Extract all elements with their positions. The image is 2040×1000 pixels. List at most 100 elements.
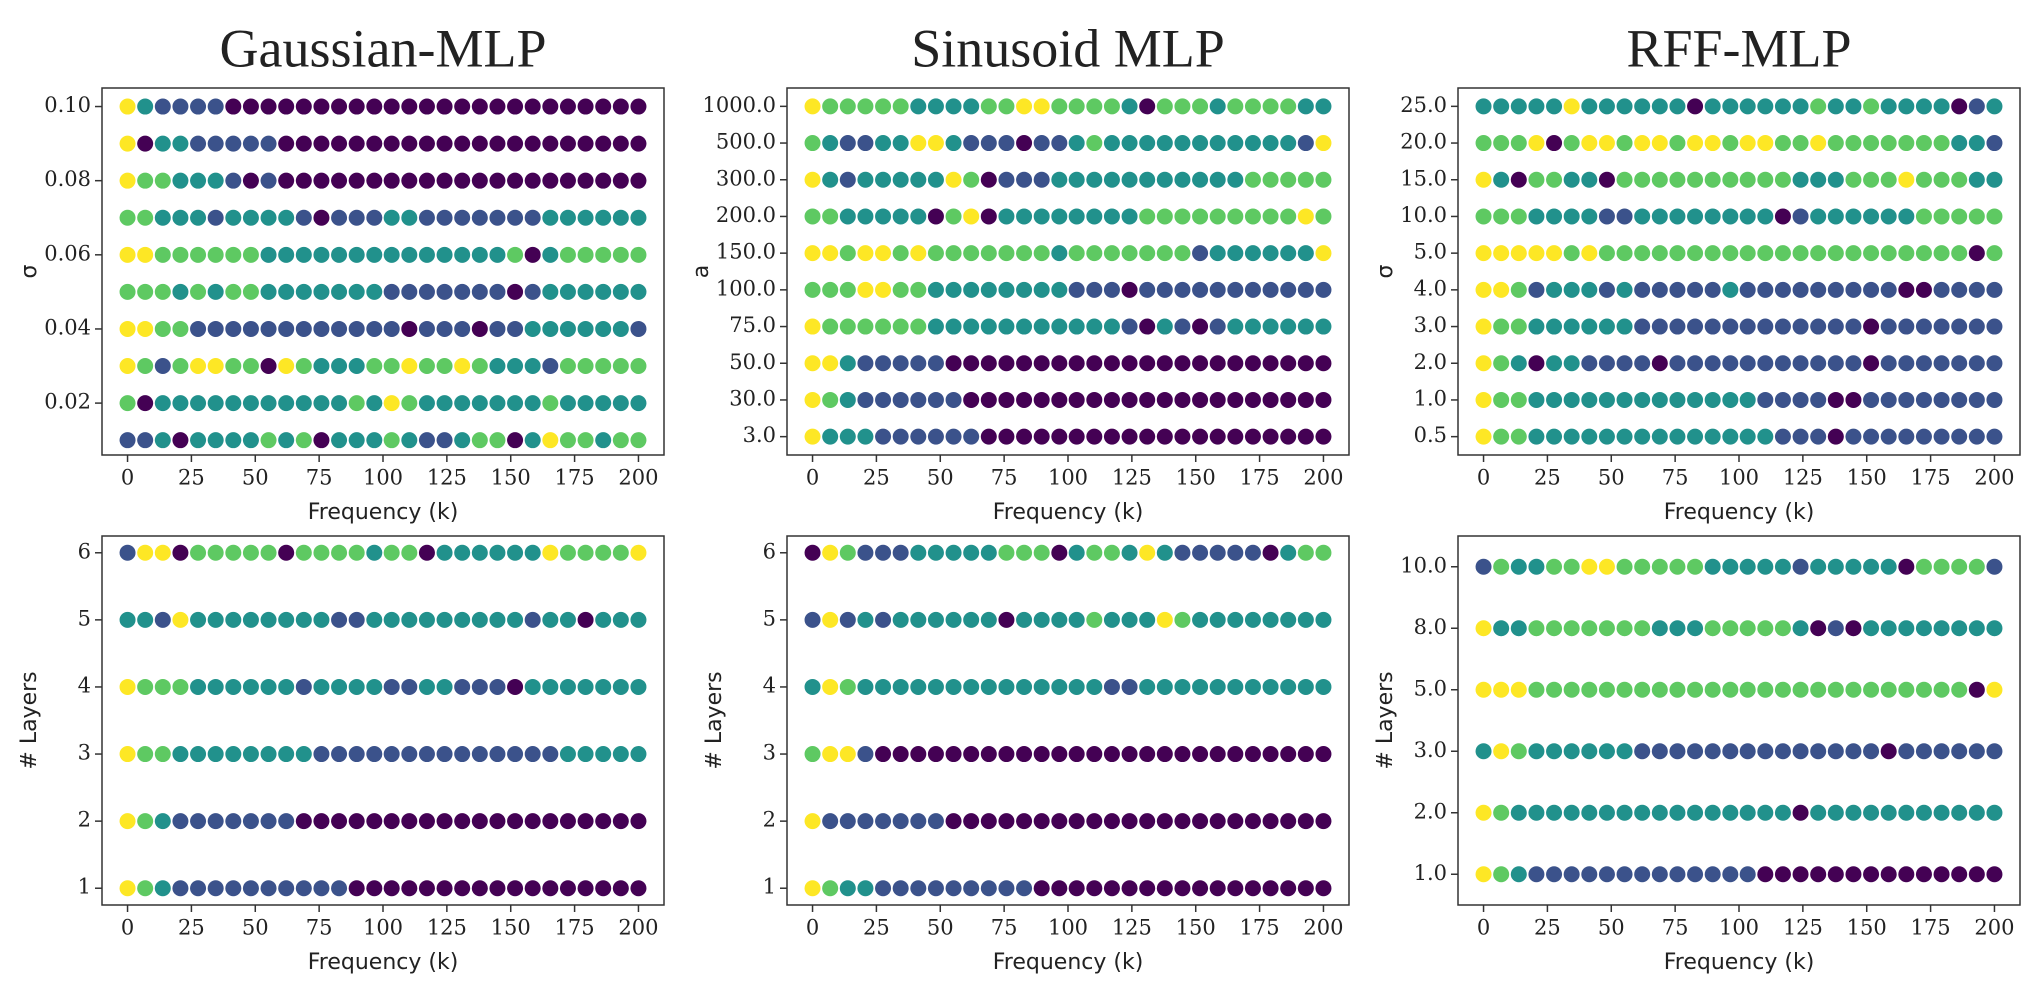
point <box>1598 355 1615 372</box>
point <box>1933 558 1950 575</box>
point <box>507 320 524 337</box>
point <box>1262 98 1279 115</box>
point <box>225 544 242 561</box>
point <box>1634 355 1651 372</box>
point <box>1687 171 1704 188</box>
point <box>1016 135 1033 152</box>
point <box>207 209 224 226</box>
point <box>1845 620 1862 637</box>
point <box>1951 681 1968 698</box>
point <box>804 813 821 830</box>
point <box>595 320 612 337</box>
point <box>927 171 944 188</box>
point <box>119 395 136 412</box>
point <box>1563 318 1580 335</box>
point <box>190 358 207 375</box>
point <box>559 209 576 226</box>
point <box>595 678 612 695</box>
x-tick-label: 125 <box>1783 916 1823 940</box>
point <box>1475 355 1492 372</box>
point <box>1280 611 1297 628</box>
point <box>1510 620 1527 637</box>
point <box>612 209 629 226</box>
point <box>1139 391 1156 408</box>
point <box>313 432 330 449</box>
point <box>1687 98 1704 115</box>
point <box>1634 208 1651 225</box>
point <box>137 172 154 189</box>
point <box>630 135 647 152</box>
point <box>945 880 962 897</box>
point <box>507 678 524 695</box>
point <box>1863 391 1880 408</box>
point <box>260 209 277 226</box>
point <box>927 813 944 830</box>
point <box>1757 245 1774 262</box>
point <box>1810 135 1827 152</box>
point <box>1933 208 1950 225</box>
point <box>1827 98 1844 115</box>
point <box>489 880 506 897</box>
point <box>1757 318 1774 335</box>
point <box>1880 355 1897 372</box>
point <box>1297 611 1314 628</box>
point <box>366 395 383 412</box>
point <box>1209 544 1226 561</box>
point <box>1262 355 1279 372</box>
y-axis-label: # Layers <box>17 671 42 769</box>
point <box>225 172 242 189</box>
point <box>822 544 839 561</box>
point <box>313 544 330 561</box>
point <box>172 98 189 115</box>
point <box>980 318 997 335</box>
point <box>559 98 576 115</box>
point <box>471 135 488 152</box>
point <box>1209 98 1226 115</box>
point <box>630 813 647 830</box>
point <box>1510 743 1527 760</box>
point <box>1634 318 1651 335</box>
point <box>1244 813 1261 830</box>
point <box>207 746 224 763</box>
point <box>524 880 541 897</box>
y-tick-label: 1 <box>78 875 91 899</box>
point <box>1810 804 1827 821</box>
point <box>1898 98 1915 115</box>
point <box>137 746 154 763</box>
point <box>1845 281 1862 298</box>
point <box>1827 171 1844 188</box>
point <box>945 135 962 152</box>
point <box>1068 135 1085 152</box>
point <box>998 355 1015 372</box>
point <box>1951 620 1968 637</box>
point <box>1546 620 1563 637</box>
point <box>1563 391 1580 408</box>
point <box>1121 135 1138 152</box>
point <box>577 135 594 152</box>
x-tick-label: 25 <box>178 916 205 940</box>
point <box>366 283 383 300</box>
point <box>1722 804 1739 821</box>
point <box>875 171 892 188</box>
y-tick-label: 6 <box>763 539 776 563</box>
point <box>927 678 944 695</box>
point <box>1722 428 1739 445</box>
point <box>383 172 400 189</box>
point <box>1315 813 1332 830</box>
point <box>489 432 506 449</box>
y-tick-label: 1 <box>763 875 776 899</box>
point <box>1262 135 1279 152</box>
point <box>1174 171 1191 188</box>
point <box>1757 171 1774 188</box>
point <box>1280 391 1297 408</box>
point <box>1016 678 1033 695</box>
point <box>1016 318 1033 335</box>
point <box>260 611 277 628</box>
point <box>1687 681 1704 698</box>
point <box>998 544 1015 561</box>
point <box>507 209 524 226</box>
point <box>418 395 435 412</box>
point <box>1898 681 1915 698</box>
point <box>1704 355 1721 372</box>
point <box>1968 428 1985 445</box>
